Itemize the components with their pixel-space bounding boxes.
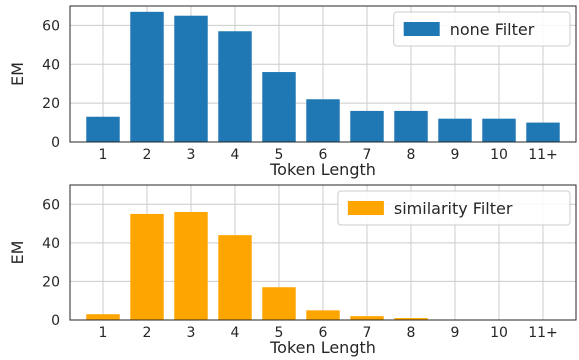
y-tick-label: 40 bbox=[42, 236, 60, 252]
x-tick-label: 1 bbox=[99, 325, 108, 341]
chart-panel-2: 0 20 40 60 1 2 3 4 5 6 7 8 9 10 11+ Token Length EM simil… bbox=[8, 184, 577, 357]
x-tick-label: 11+ bbox=[528, 147, 558, 163]
bar bbox=[350, 110, 384, 142]
x-axis-label: Token Length bbox=[269, 338, 376, 357]
x-tick-label: 3 bbox=[187, 325, 196, 341]
bar bbox=[526, 122, 560, 142]
bar bbox=[174, 15, 208, 142]
x-tick-label: 10 bbox=[490, 147, 508, 163]
bar bbox=[438, 118, 472, 142]
legend-box bbox=[393, 11, 571, 47]
axes-frame bbox=[69, 5, 577, 143]
x-tick-label: 5 bbox=[275, 147, 284, 163]
y-tick-label: 20 bbox=[42, 274, 60, 290]
bar bbox=[218, 235, 252, 320]
x-tick-label: 7 bbox=[363, 325, 372, 341]
y-tick-label: 60 bbox=[42, 18, 60, 34]
bar bbox=[130, 11, 164, 143]
bar bbox=[262, 287, 296, 320]
legend-label: similarity Filter bbox=[394, 199, 513, 218]
bar bbox=[306, 99, 340, 142]
x-tick-label: 4 bbox=[231, 147, 240, 163]
bar bbox=[86, 314, 120, 320]
legend-swatch bbox=[347, 201, 384, 215]
y-tick-label: 40 bbox=[42, 57, 60, 73]
x-tick-label: 4 bbox=[231, 325, 240, 341]
x-tick-label: 2 bbox=[143, 147, 152, 163]
bar bbox=[394, 318, 428, 320]
x-tick-label: 8 bbox=[407, 147, 416, 163]
axes-frame bbox=[69, 184, 577, 321]
bar bbox=[174, 212, 208, 320]
bar bbox=[86, 116, 120, 142]
x-tick-label: 2 bbox=[143, 325, 152, 341]
y-tick-label: 0 bbox=[51, 135, 60, 151]
x-tick-label: 3 bbox=[187, 147, 196, 163]
y-tick-label: 20 bbox=[42, 96, 60, 112]
bar bbox=[262, 72, 296, 142]
legend: similarity Filter bbox=[337, 190, 571, 226]
bar bbox=[130, 213, 164, 320]
bar bbox=[218, 31, 252, 143]
x-tick-label: 9 bbox=[451, 147, 460, 163]
x-tick-label: 9 bbox=[451, 325, 460, 341]
bar bbox=[482, 118, 516, 142]
x-tick-label: 7 bbox=[363, 147, 372, 163]
legend-box bbox=[337, 190, 571, 226]
x-tick-label: 8 bbox=[407, 325, 416, 341]
x-tick-label: 5 bbox=[275, 325, 284, 341]
y-axis-label: EM bbox=[8, 62, 27, 86]
chart-panel-1: 0 20 40 60 1 2 3 4 5 6 7 8 9 10 11+ Token Length EM none … bbox=[8, 5, 577, 179]
legend-swatch bbox=[403, 22, 440, 36]
bar bbox=[394, 110, 428, 142]
x-tick-label: 6 bbox=[319, 147, 328, 163]
x-tick-label: 6 bbox=[319, 325, 328, 341]
bar bbox=[350, 316, 384, 320]
y-axis-label: EM bbox=[8, 241, 27, 265]
y-tick-label: 60 bbox=[42, 197, 60, 213]
legend: none Filter bbox=[393, 11, 571, 47]
y-tick-label: 0 bbox=[51, 313, 60, 329]
x-tick-label: 10 bbox=[490, 325, 508, 341]
x-axis-label: Token Length bbox=[269, 160, 376, 179]
x-tick-label: 1 bbox=[99, 147, 108, 163]
x-tick-label: 11+ bbox=[528, 325, 558, 341]
bar bbox=[306, 310, 340, 320]
legend-label: none Filter bbox=[450, 20, 535, 39]
